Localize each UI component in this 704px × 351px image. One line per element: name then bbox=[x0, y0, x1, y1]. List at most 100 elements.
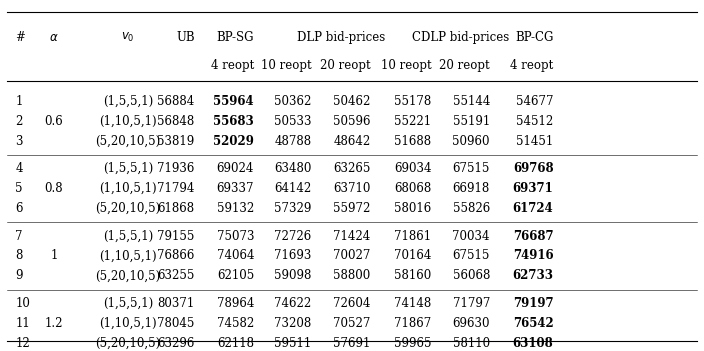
Text: 69768: 69768 bbox=[513, 162, 553, 175]
Text: 1: 1 bbox=[50, 250, 58, 263]
Text: 20 reopt: 20 reopt bbox=[320, 59, 370, 72]
Text: 48788: 48788 bbox=[274, 134, 311, 148]
Text: 4 reopt: 4 reopt bbox=[210, 59, 254, 72]
Text: 73208: 73208 bbox=[274, 317, 311, 330]
Text: 62105: 62105 bbox=[217, 270, 254, 283]
Text: 63108: 63108 bbox=[513, 337, 553, 350]
Text: 56848: 56848 bbox=[158, 115, 195, 128]
Text: 50596: 50596 bbox=[333, 115, 370, 128]
Text: 71861: 71861 bbox=[394, 230, 432, 243]
Text: 63710: 63710 bbox=[333, 182, 370, 195]
Text: 56068: 56068 bbox=[453, 270, 490, 283]
Text: 51688: 51688 bbox=[394, 134, 432, 148]
Text: 79155: 79155 bbox=[157, 230, 195, 243]
Text: 59965: 59965 bbox=[394, 337, 432, 350]
Text: 74582: 74582 bbox=[217, 317, 254, 330]
Text: 11: 11 bbox=[15, 317, 30, 330]
Text: 10 reopt: 10 reopt bbox=[260, 59, 311, 72]
Text: 74622: 74622 bbox=[274, 297, 311, 310]
Text: 70034: 70034 bbox=[453, 230, 490, 243]
Text: 71424: 71424 bbox=[334, 230, 370, 243]
Text: 69371: 69371 bbox=[513, 182, 553, 195]
Text: 61868: 61868 bbox=[158, 202, 195, 215]
Text: 58160: 58160 bbox=[394, 270, 432, 283]
Text: BP-SG: BP-SG bbox=[217, 31, 254, 45]
Text: 72726: 72726 bbox=[274, 230, 311, 243]
Text: 55972: 55972 bbox=[333, 202, 370, 215]
Text: 69630: 69630 bbox=[453, 317, 490, 330]
Text: 71936: 71936 bbox=[157, 162, 195, 175]
Text: 9: 9 bbox=[15, 270, 23, 283]
Text: (1,10,5,1): (1,10,5,1) bbox=[99, 115, 156, 128]
Text: 20 reopt: 20 reopt bbox=[439, 59, 490, 72]
Text: 10: 10 bbox=[15, 297, 30, 310]
Text: 74916: 74916 bbox=[513, 250, 553, 263]
Text: 58800: 58800 bbox=[334, 270, 370, 283]
Text: 76866: 76866 bbox=[157, 250, 195, 263]
Text: 67515: 67515 bbox=[453, 162, 490, 175]
Text: 50960: 50960 bbox=[453, 134, 490, 148]
Text: 55191: 55191 bbox=[453, 115, 490, 128]
Text: 57691: 57691 bbox=[333, 337, 370, 350]
Text: 78964: 78964 bbox=[217, 297, 254, 310]
Text: 0.8: 0.8 bbox=[44, 182, 63, 195]
Text: (1,5,5,1): (1,5,5,1) bbox=[103, 95, 153, 108]
Text: 55221: 55221 bbox=[394, 115, 432, 128]
Text: 51451: 51451 bbox=[516, 134, 553, 148]
Text: $v_0$: $v_0$ bbox=[121, 31, 134, 45]
Text: 69337: 69337 bbox=[217, 182, 254, 195]
Text: 70027: 70027 bbox=[333, 250, 370, 263]
Text: 76687: 76687 bbox=[513, 230, 553, 243]
Text: 55964: 55964 bbox=[213, 95, 254, 108]
Text: 54677: 54677 bbox=[516, 95, 553, 108]
Text: 56884: 56884 bbox=[158, 95, 195, 108]
Text: (1,5,5,1): (1,5,5,1) bbox=[103, 230, 153, 243]
Text: 75073: 75073 bbox=[217, 230, 254, 243]
Text: 10 reopt: 10 reopt bbox=[381, 59, 432, 72]
Text: 2: 2 bbox=[15, 115, 23, 128]
Text: 78045: 78045 bbox=[157, 317, 195, 330]
Text: 55683: 55683 bbox=[213, 115, 254, 128]
Text: 71867: 71867 bbox=[394, 317, 432, 330]
Text: CDLP bid-prices: CDLP bid-prices bbox=[412, 31, 509, 45]
Text: (5,20,10,5): (5,20,10,5) bbox=[95, 202, 161, 215]
Text: BP-CG: BP-CG bbox=[515, 31, 553, 45]
Text: 1: 1 bbox=[15, 95, 23, 108]
Text: 72604: 72604 bbox=[333, 297, 370, 310]
Text: 50462: 50462 bbox=[333, 95, 370, 108]
Text: 71794: 71794 bbox=[157, 182, 195, 195]
Text: DLP bid-prices: DLP bid-prices bbox=[297, 31, 385, 45]
Text: 0.6: 0.6 bbox=[44, 115, 63, 128]
Text: 63296: 63296 bbox=[157, 337, 195, 350]
Text: UB: UB bbox=[176, 31, 195, 45]
Text: 66918: 66918 bbox=[453, 182, 490, 195]
Text: 50533: 50533 bbox=[274, 115, 311, 128]
Text: 50362: 50362 bbox=[274, 95, 311, 108]
Text: (5,20,10,5): (5,20,10,5) bbox=[95, 134, 161, 148]
Text: 80371: 80371 bbox=[158, 297, 195, 310]
Text: 57329: 57329 bbox=[274, 202, 311, 215]
Text: (5,20,10,5): (5,20,10,5) bbox=[95, 337, 161, 350]
Text: 70164: 70164 bbox=[394, 250, 432, 263]
Text: 59098: 59098 bbox=[274, 270, 311, 283]
Text: 63265: 63265 bbox=[333, 162, 370, 175]
Text: (1,10,5,1): (1,10,5,1) bbox=[99, 317, 156, 330]
Text: 52029: 52029 bbox=[213, 134, 254, 148]
Text: 12: 12 bbox=[15, 337, 30, 350]
Text: 8: 8 bbox=[15, 250, 23, 263]
Text: 69024: 69024 bbox=[217, 162, 254, 175]
Text: 71693: 71693 bbox=[274, 250, 311, 263]
Text: 74064: 74064 bbox=[217, 250, 254, 263]
Text: 54512: 54512 bbox=[516, 115, 553, 128]
Text: 76542: 76542 bbox=[513, 317, 553, 330]
Text: 53819: 53819 bbox=[158, 134, 195, 148]
Text: 58016: 58016 bbox=[394, 202, 432, 215]
Text: 79197: 79197 bbox=[513, 297, 553, 310]
Text: 6: 6 bbox=[15, 202, 23, 215]
Text: 74148: 74148 bbox=[394, 297, 432, 310]
Text: 67515: 67515 bbox=[453, 250, 490, 263]
Text: (1,10,5,1): (1,10,5,1) bbox=[99, 250, 156, 263]
Text: 70527: 70527 bbox=[333, 317, 370, 330]
Text: 69034: 69034 bbox=[394, 162, 432, 175]
Text: 59132: 59132 bbox=[217, 202, 254, 215]
